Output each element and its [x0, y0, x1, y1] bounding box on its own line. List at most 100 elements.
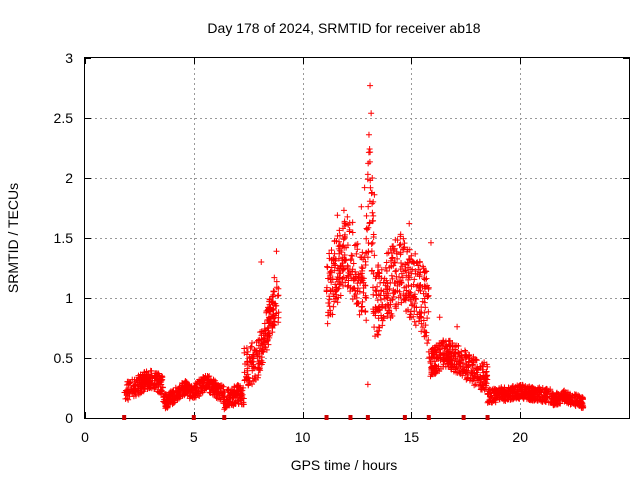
data-point [453, 361, 460, 368]
data-point [389, 275, 396, 282]
data-point [387, 301, 394, 308]
data-point [386, 264, 393, 271]
data-point [179, 380, 186, 387]
data-point [275, 292, 282, 299]
data-point [153, 376, 160, 383]
data-point [374, 283, 381, 290]
data-point [424, 340, 431, 347]
data-point [352, 291, 359, 298]
x-tick-label: 15 [404, 429, 420, 445]
data-point [124, 378, 131, 385]
data-point [431, 358, 438, 365]
data-point [494, 390, 501, 397]
data-point [338, 249, 345, 256]
data-point [341, 257, 348, 264]
data-point [358, 203, 365, 210]
data-point [238, 390, 245, 397]
data-point [275, 319, 282, 326]
x-tick-label: 5 [190, 429, 198, 445]
data-point [384, 290, 391, 297]
data-point [394, 287, 401, 294]
data-point [465, 352, 472, 359]
data-point [273, 284, 280, 291]
data-point [210, 385, 217, 392]
data-point [371, 191, 378, 198]
data-point [365, 131, 372, 138]
data-point [398, 270, 405, 277]
data-point [237, 385, 244, 392]
data-point [565, 393, 572, 400]
data-point [270, 291, 277, 298]
data-point [151, 381, 158, 388]
data-point [152, 372, 159, 379]
data-point [328, 247, 335, 254]
data-point [529, 388, 536, 395]
data-point [394, 237, 401, 244]
data-point [551, 393, 558, 400]
data-point [324, 320, 331, 327]
data-point [249, 351, 256, 358]
data-point [350, 260, 357, 267]
data-point [273, 278, 280, 285]
data-point [273, 248, 280, 255]
data-point [342, 279, 349, 286]
data-point [360, 285, 367, 292]
y-tick-label: 2 [65, 170, 73, 186]
data-point [394, 255, 401, 262]
data-point [343, 274, 350, 281]
data-point [349, 253, 356, 260]
data-point [139, 373, 146, 380]
chart-title: Day 178 of 2024, SRMTID for receiver ab1… [207, 20, 480, 36]
data-point [253, 338, 260, 345]
data-point [445, 337, 452, 344]
data-point [397, 241, 404, 248]
data-point [451, 350, 458, 357]
data-point [553, 390, 560, 397]
data-point [411, 276, 418, 283]
data-point [143, 370, 150, 377]
data-point [428, 366, 435, 373]
data-point [269, 329, 276, 336]
data-point [393, 248, 400, 255]
data-point [341, 223, 348, 230]
data-point [261, 334, 268, 341]
data-point [256, 360, 263, 367]
data-point [535, 386, 542, 393]
data-point [221, 388, 228, 395]
data-point [508, 396, 515, 403]
x-tick-label: 20 [512, 429, 528, 445]
data-point [404, 259, 411, 266]
data-point [398, 260, 405, 267]
data-point [363, 294, 370, 301]
data-point [425, 308, 432, 315]
data-point [257, 345, 264, 352]
data-point [542, 398, 549, 405]
data-point [411, 291, 418, 298]
data-point [374, 263, 381, 270]
data-point [182, 387, 189, 394]
data-point [358, 264, 365, 271]
data-point [415, 287, 422, 294]
data-point [480, 384, 487, 391]
gap-marker [485, 415, 490, 420]
data-point [505, 393, 512, 400]
x-tick-label: 0 [81, 429, 89, 445]
data-point [238, 397, 245, 404]
data-point [256, 367, 263, 374]
data-point [330, 303, 337, 310]
data-point [424, 282, 431, 289]
data-point [370, 291, 377, 298]
data-point [150, 382, 157, 389]
data-point [176, 390, 183, 397]
data-point [125, 381, 132, 388]
data-point [370, 198, 377, 205]
data-point [326, 270, 333, 277]
data-point [271, 300, 278, 307]
data-point [264, 325, 271, 332]
data-point [162, 391, 169, 398]
data-point [389, 296, 396, 303]
data-point [493, 386, 500, 393]
data-point [462, 351, 469, 358]
data-point [270, 307, 277, 314]
data-point [198, 376, 205, 383]
